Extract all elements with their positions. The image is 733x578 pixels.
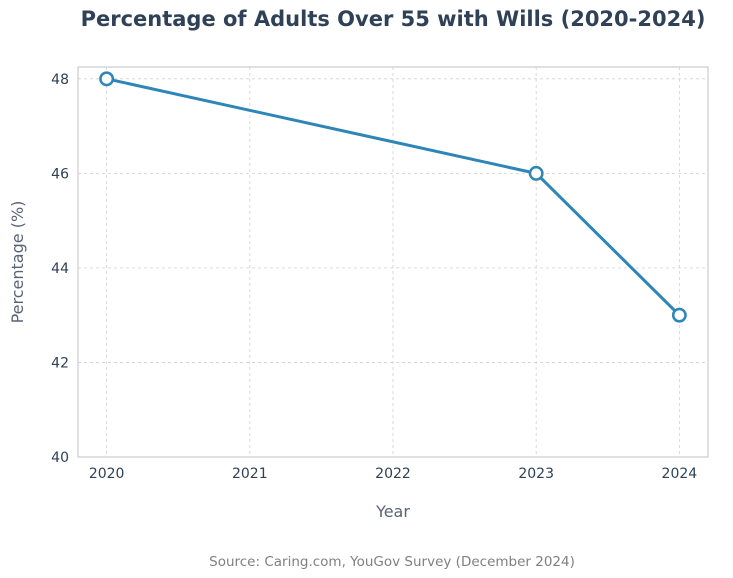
x-tick-label: 2024: [662, 466, 698, 482]
y-tick-label: 44: [51, 261, 69, 277]
plot-frame: [77, 66, 709, 458]
x-axis-label: Year: [375, 502, 410, 521]
y-axis: 40 42 44 46 48: [51, 72, 69, 466]
source-note: Source: Caring.com, YouGov Survey (Decem…: [209, 554, 575, 570]
y-tick-label: 46: [51, 166, 69, 182]
y-axis-label: Percentage (%): [8, 201, 27, 324]
chart-title: Percentage of Adults Over 55 with Wills …: [81, 7, 706, 31]
y-tick-label: 40: [51, 450, 69, 466]
grid: [78, 67, 708, 458]
data-point[interactable]: [99, 71, 115, 87]
x-tick-label: 2023: [518, 466, 554, 482]
y-tick-label: 42: [51, 355, 69, 371]
data-point[interactable]: [671, 307, 687, 323]
series-layer: [99, 71, 687, 323]
x-tick-label: 2021: [232, 466, 268, 482]
data-point[interactable]: [528, 165, 544, 181]
y-tick-label: 48: [51, 72, 69, 88]
x-tick-label: 2020: [89, 466, 125, 482]
x-axis: 2020 2021 2022 2023 2024: [89, 466, 697, 482]
x-tick-label: 2022: [375, 466, 411, 482]
